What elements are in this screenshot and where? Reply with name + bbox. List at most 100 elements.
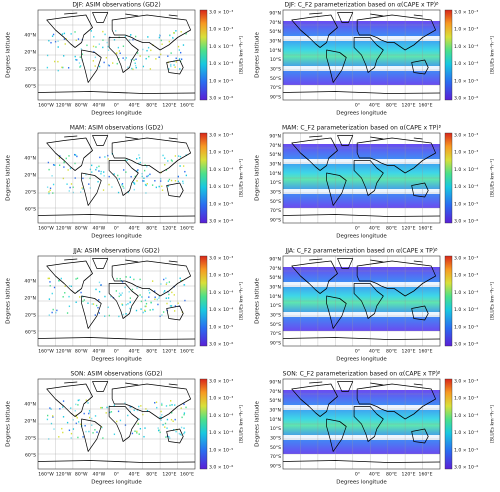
x-tick-label: 160°W <box>38 349 54 355</box>
observation-cell <box>150 49 152 52</box>
observation-cell <box>63 55 65 57</box>
observation-cell <box>167 55 169 57</box>
observation-cell <box>47 161 50 164</box>
y-tick-label: 20°N <box>24 173 36 179</box>
observation-cell <box>144 164 146 166</box>
observation-cell <box>130 34 132 36</box>
colorbar-tick-label: 1.0 × 10⁻⁴ <box>209 413 233 419</box>
observation-cell <box>75 415 78 417</box>
observation-cell <box>175 430 177 433</box>
observation-cell <box>91 303 93 305</box>
x-tick-label: 80°E <box>146 226 157 232</box>
observation-cell <box>167 185 169 188</box>
y-tick-label: 20°S <box>25 67 36 73</box>
y-tick-label: 20°S <box>25 436 36 442</box>
observation-cell <box>160 410 162 413</box>
observation-cell <box>117 410 120 413</box>
observation-cell <box>166 302 168 305</box>
observation-cell <box>74 410 76 412</box>
observation-cell <box>57 40 59 42</box>
observation-cell <box>182 44 185 46</box>
observation-cell <box>183 412 186 414</box>
colorbar-tick-label: 3.0 × 10⁻³ <box>454 256 478 262</box>
observation-cell <box>131 67 133 70</box>
observation-cell <box>92 303 95 305</box>
x-tick-label: 40°W <box>93 226 106 232</box>
observation-cell <box>184 170 186 173</box>
observation-cell <box>113 433 116 436</box>
observation-cell <box>147 174 149 177</box>
colorbar-tick-label: 1.0 × 10⁻⁴ <box>209 430 233 436</box>
observation-cell <box>108 314 111 317</box>
observation-cell <box>179 433 182 436</box>
observation-cell <box>123 187 125 189</box>
observation-cell <box>85 430 87 433</box>
observation-cell <box>103 171 105 173</box>
observation-cell <box>160 419 162 421</box>
x-tick-label: 160°E <box>419 472 433 478</box>
x-axis-label: Degrees longitude <box>91 234 142 240</box>
colorbar-tick-label: 3.0 × 10⁻⁶ <box>209 219 233 225</box>
observation-cell <box>129 276 131 278</box>
y-tick-label: 30°N <box>269 39 281 45</box>
y-tick-label: 50°N <box>269 152 281 158</box>
observation-cell <box>143 180 145 182</box>
y-tick-label: 50°S <box>270 76 281 82</box>
field-gap <box>283 405 440 410</box>
observation-cell <box>60 277 62 280</box>
observation-cell <box>63 166 65 168</box>
x-axis-label: Degrees longitude <box>336 480 387 486</box>
field-gap <box>283 36 440 41</box>
observation-cell <box>124 424 127 426</box>
observation-cell <box>175 61 177 63</box>
observation-cell <box>98 65 101 68</box>
observation-cell <box>145 184 147 187</box>
observation-cell <box>168 68 170 70</box>
observation-cell <box>58 436 60 438</box>
observation-cell <box>158 295 161 298</box>
x-tick-label: 160°E <box>419 349 433 355</box>
observation-cell <box>97 180 99 183</box>
observation-cell <box>100 406 102 409</box>
observation-cell <box>143 169 146 172</box>
y-tick-label: 90°N <box>269 380 281 386</box>
x-tick-label: 0° <box>355 349 360 355</box>
observation-cell <box>72 186 74 189</box>
observation-cell <box>180 58 183 60</box>
observation-cell <box>161 414 163 416</box>
y-axis-label: Degrees latitude <box>255 401 261 447</box>
observation-cell <box>139 55 141 57</box>
observation-cell <box>120 294 122 296</box>
observation-cell <box>72 428 75 430</box>
map <box>283 256 440 346</box>
observation-cell <box>166 418 169 421</box>
observation-cell <box>149 68 152 70</box>
y-tick-label: 40°N <box>24 33 36 39</box>
observation-cell <box>111 186 113 188</box>
observation-cell <box>153 290 156 292</box>
observation-cell <box>127 303 129 305</box>
observation-cell <box>103 61 105 64</box>
observation-cell <box>132 38 134 41</box>
y-tick-label: 70°N <box>269 20 281 26</box>
parameterization-field <box>283 21 440 85</box>
x-axis-label: Degrees longitude <box>336 111 387 117</box>
map-frame <box>37 132 196 224</box>
colorbar-tick-label: 3.0 × 10⁻³ <box>209 256 233 262</box>
colorbar-tick-label: 3.0 × 10⁻⁶ <box>209 342 233 348</box>
observation-cell <box>80 48 82 50</box>
observation-cell <box>160 53 162 56</box>
observation-cell <box>70 183 73 185</box>
x-tick-label: 40°E <box>369 349 380 355</box>
observation-cell <box>140 405 142 407</box>
observation-cell <box>133 278 135 281</box>
observation-cell <box>180 407 182 409</box>
observation-cell <box>61 427 63 430</box>
observation-cell <box>79 56 81 58</box>
observation-cell <box>174 180 177 182</box>
observation-cell <box>76 277 79 280</box>
observation-cell <box>62 400 65 402</box>
panel-title: DJF: C_F2 parameterization based on α(CA… <box>284 2 439 9</box>
observation-cell <box>46 54 49 57</box>
y-tick-label: 60°S <box>25 84 36 90</box>
